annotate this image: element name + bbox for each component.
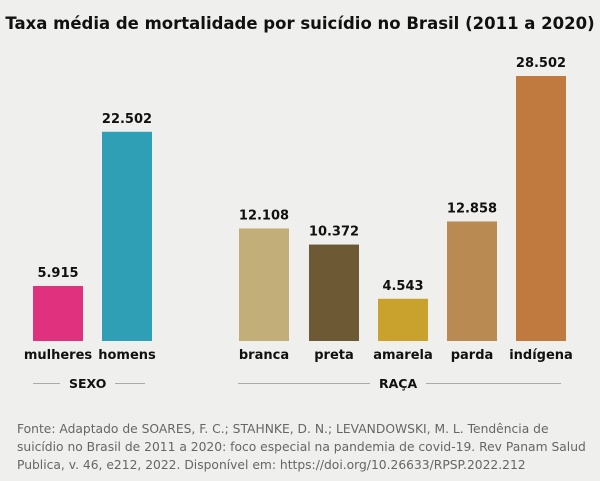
- category-label: homens: [98, 348, 156, 363]
- group-raca: RAÇA: [238, 376, 562, 391]
- value-label: 4.543: [382, 279, 423, 294]
- source-note: Fonte: Adaptado de SOARES, F. C.; STAHNK…: [17, 422, 586, 472]
- bar-preta: [309, 244, 359, 341]
- bar-homens: [102, 131, 152, 341]
- category-label: mulheres: [24, 348, 93, 363]
- bar-indígena: [516, 76, 566, 341]
- category-label: amarela: [373, 348, 433, 363]
- chart-title: Taxa média de mortalidade por suicídio n…: [5, 14, 595, 33]
- category-label: branca: [239, 348, 289, 363]
- category-label: parda: [451, 348, 494, 363]
- value-label: 22.502: [102, 112, 152, 127]
- group-label: SEXO: [69, 376, 107, 391]
- value-label: 12.108: [239, 208, 289, 223]
- group-sexo: SEXO: [33, 376, 146, 391]
- bar-branca: [239, 228, 289, 341]
- group-label: RAÇA: [379, 376, 418, 391]
- value-label: 12.858: [447, 201, 497, 216]
- category-label: indígena: [509, 348, 573, 363]
- category-label: preta: [314, 348, 354, 363]
- bar-mulheres: [33, 286, 83, 341]
- value-label: 10.372: [309, 225, 359, 240]
- bar-parda: [447, 221, 497, 341]
- value-label: 28.502: [516, 56, 566, 71]
- bar-amarela: [378, 298, 428, 341]
- value-label: 5.915: [37, 266, 78, 281]
